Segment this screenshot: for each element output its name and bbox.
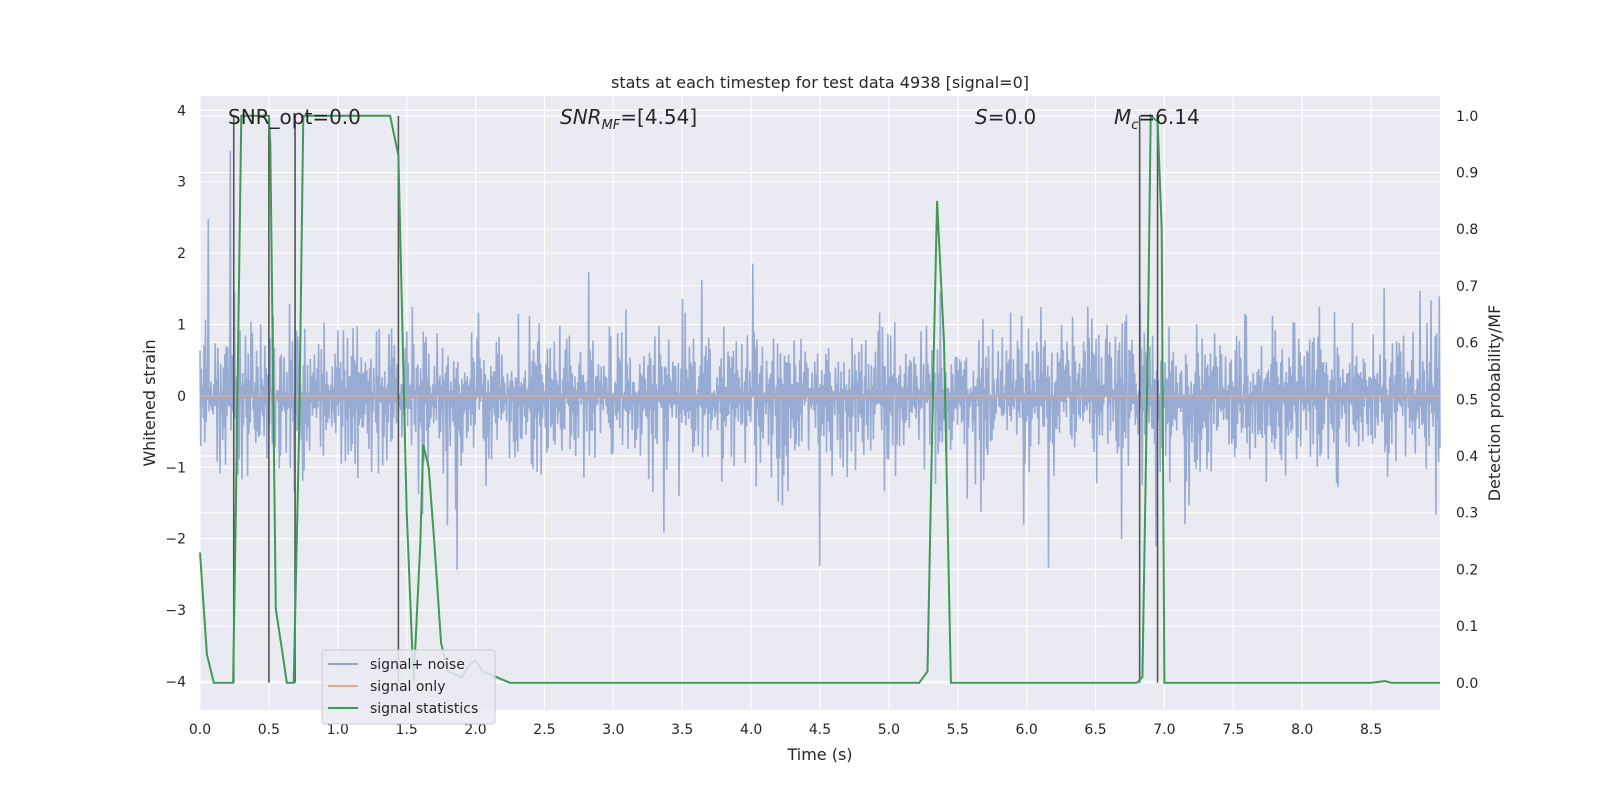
x-tick-label: 4.5: [809, 722, 831, 738]
y2-tick-label: 0.2: [1456, 562, 1478, 578]
x-tick-label: 7.0: [1153, 722, 1175, 738]
annotation-mc: Mc=6.14: [1114, 105, 1200, 133]
y-tick-label: 2: [177, 246, 186, 262]
annotation-mc-sub: c: [1131, 118, 1138, 133]
annotation-snr-mf-value: =[4.54]: [620, 105, 697, 129]
signal-noise-line: [199, 150, 1441, 570]
chart-title: stats at each timestep for test data 493…: [611, 73, 1029, 92]
legend-label-signal-only: signal only: [370, 679, 445, 695]
y-tick-label: 0: [177, 389, 186, 405]
y-axis-label: Whitened strain: [140, 339, 159, 466]
y2-tick-label: 0.8: [1456, 222, 1478, 238]
annotation-snr-opt: SNR_opt=0.0: [228, 105, 361, 129]
y2-tick-label: 0.1: [1456, 619, 1478, 635]
x-tick-label: 8.5: [1360, 722, 1382, 738]
annotation-mc-value: =6.14: [1138, 105, 1199, 129]
x-tick-label: 1.0: [327, 722, 349, 738]
x-tick-label: 1.5: [396, 722, 418, 738]
y2-tick-label: 0.9: [1456, 166, 1478, 182]
x-tick-label: 8.0: [1291, 722, 1313, 738]
x-tick-label: 5.5: [947, 722, 969, 738]
legend-label-signal-statistics: signal statistics: [370, 701, 478, 717]
y-tick-label: −3: [165, 603, 186, 619]
y-tick-label: 3: [177, 175, 186, 191]
y-ticks: 4 3 2 1 0 −1 −2 −3 −4: [165, 103, 186, 690]
x-tick-label: 6.0: [1016, 722, 1038, 738]
x-tick-label: 0.0: [189, 722, 211, 738]
annotation-s-value: =0.0: [988, 105, 1037, 129]
y-tick-label: −4: [165, 674, 186, 690]
x-tick-label: 0.5: [258, 722, 280, 738]
y-tick-label: 1: [177, 317, 186, 333]
y-tick-label: 4: [177, 103, 186, 119]
y2-tick-label: 1.0: [1456, 109, 1478, 125]
legend-label-signal-noise: signal+ noise: [370, 657, 465, 673]
x-tick-label: 2.5: [533, 722, 555, 738]
y2-tick-label: 0.4: [1456, 449, 1478, 465]
y2-ticks: 1.0 0.9 0.8 0.7 0.6 0.5 0.4 0.3 0.2 0.1 0.0: [1456, 109, 1478, 692]
x-tick-label: 3.5: [671, 722, 693, 738]
annotation-s: S=0.0: [975, 105, 1036, 129]
legend-box: [321, 649, 496, 725]
y2-tick-label: 0.6: [1456, 336, 1478, 352]
annotation-s-main: S: [975, 105, 988, 129]
x-tick-label: 6.5: [1084, 722, 1106, 738]
x-tick-label: 7.5: [1222, 722, 1244, 738]
annotation-mc-main: M: [1114, 105, 1131, 129]
legend: signal+ noise signal only signal statist…: [321, 649, 496, 725]
annotation-snr-mf-sub: MF: [602, 118, 621, 133]
x-axis-label: Time (s): [786, 745, 852, 764]
y2-tick-label: 0.7: [1456, 279, 1478, 295]
annotation-snr-mf: SNRMF=[4.54]: [560, 105, 697, 133]
y-tick-label: −1: [165, 460, 186, 476]
annotation-snr-mf-main: SNR: [560, 105, 602, 129]
y2-tick-label: 0.0: [1456, 676, 1478, 692]
y-tick-label: −2: [165, 532, 186, 548]
x-ticks: 0.0 0.5 1.0 1.5 2.0 2.5 3.0 3.5 4.0 4.5 5.0 5.5 6.0 6…: [189, 722, 1382, 738]
y2-tick-label: 0.5: [1456, 392, 1478, 408]
x-tick-label: 5.0: [878, 722, 900, 738]
x-tick-label: 3.0: [602, 722, 624, 738]
series-signal-noise: [199, 150, 1441, 570]
x-tick-label: 4.0: [740, 722, 762, 738]
y2-axis-label: Detection probability/MF: [1485, 305, 1504, 502]
x-tick-label: 2.0: [464, 722, 486, 738]
y2-tick-label: 0.3: [1456, 506, 1478, 522]
